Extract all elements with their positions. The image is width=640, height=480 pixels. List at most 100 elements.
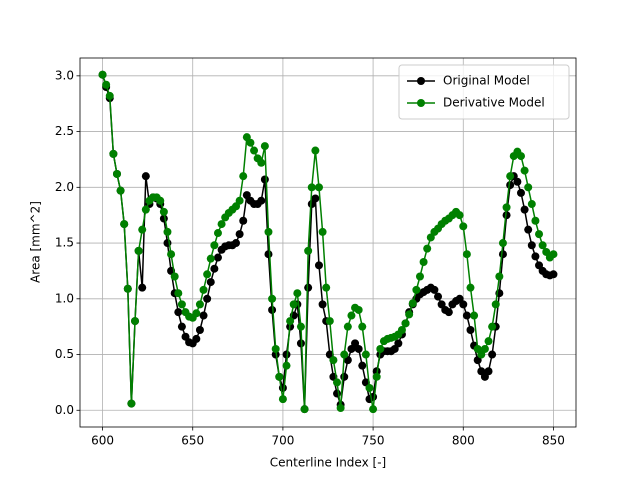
x-tick-label: 800	[452, 434, 475, 448]
marker	[307, 183, 316, 192]
marker	[484, 337, 493, 346]
marker	[271, 344, 280, 353]
marker	[177, 300, 186, 309]
marker	[372, 372, 381, 381]
marker	[318, 227, 327, 236]
marker	[531, 216, 540, 225]
marker	[535, 230, 544, 239]
marker	[300, 405, 309, 414]
marker	[549, 270, 558, 279]
marker	[318, 300, 327, 309]
marker	[311, 146, 320, 155]
marker	[516, 188, 525, 197]
marker	[498, 250, 507, 259]
marker	[401, 319, 410, 328]
marker	[343, 322, 352, 331]
marker	[434, 292, 443, 301]
marker	[206, 278, 215, 287]
marker	[239, 216, 248, 225]
marker	[174, 289, 183, 298]
marker	[455, 211, 464, 220]
legend-label: Original Model	[443, 74, 530, 88]
marker	[123, 284, 132, 293]
x-tick-label: 600	[91, 434, 114, 448]
marker	[524, 183, 533, 192]
x-tick-label: 650	[181, 434, 204, 448]
marker	[213, 229, 222, 238]
marker	[192, 309, 201, 318]
marker	[415, 272, 424, 281]
marker	[333, 378, 342, 387]
marker	[333, 389, 342, 398]
marker	[365, 383, 374, 392]
marker	[98, 70, 107, 79]
x-tick-label: 850	[542, 434, 565, 448]
marker	[282, 361, 291, 370]
marker	[459, 222, 468, 231]
marker	[116, 186, 125, 195]
marker	[361, 350, 370, 359]
marker	[397, 326, 406, 335]
marker	[286, 317, 295, 326]
marker	[527, 200, 536, 209]
marker	[488, 350, 497, 359]
marker	[250, 146, 259, 155]
marker	[502, 211, 511, 220]
marker	[156, 196, 165, 205]
marker	[192, 334, 201, 343]
marker	[531, 252, 540, 261]
marker	[322, 283, 331, 292]
x-tick-label: 750	[362, 434, 385, 448]
marker	[369, 405, 378, 414]
marker	[268, 305, 277, 314]
marker	[466, 326, 475, 335]
marker	[516, 152, 525, 161]
marker	[199, 311, 208, 320]
marker	[195, 326, 204, 335]
series	[98, 70, 558, 414]
marker	[462, 311, 471, 320]
marker	[358, 322, 367, 331]
legend: Original Model Derivative Model	[398, 64, 570, 120]
marker	[354, 344, 363, 353]
marker	[304, 246, 313, 255]
marker	[394, 339, 403, 348]
marker	[170, 272, 179, 281]
y-tick-label: 3.0	[55, 68, 74, 82]
marker	[174, 308, 183, 317]
y-tick-label: 1.5	[55, 236, 74, 250]
marker	[213, 253, 222, 262]
marker	[408, 299, 417, 308]
marker	[141, 172, 150, 181]
marker	[513, 177, 522, 186]
marker	[329, 356, 338, 365]
y-tick-label: 0.0	[55, 403, 74, 417]
x-tick-label: 700	[271, 434, 294, 448]
marker	[167, 250, 176, 259]
legend-marker	[417, 77, 425, 85]
marker	[506, 172, 515, 181]
marker	[235, 230, 244, 239]
marker	[131, 317, 140, 326]
marker	[210, 264, 219, 273]
marker	[210, 241, 219, 250]
marker	[257, 158, 266, 167]
marker	[314, 183, 323, 192]
marker	[109, 149, 118, 158]
marker	[282, 350, 291, 359]
marker	[412, 285, 421, 294]
marker	[495, 272, 504, 281]
legend-marker	[417, 99, 425, 107]
marker	[246, 138, 255, 147]
marker	[293, 289, 302, 298]
marker	[163, 227, 172, 236]
marker	[520, 166, 529, 175]
marker	[278, 395, 287, 404]
marker	[296, 322, 305, 331]
series	[98, 70, 558, 414]
marker	[354, 305, 363, 314]
marker	[423, 244, 432, 253]
marker	[102, 80, 111, 89]
marker	[127, 399, 136, 408]
marker	[304, 283, 313, 292]
